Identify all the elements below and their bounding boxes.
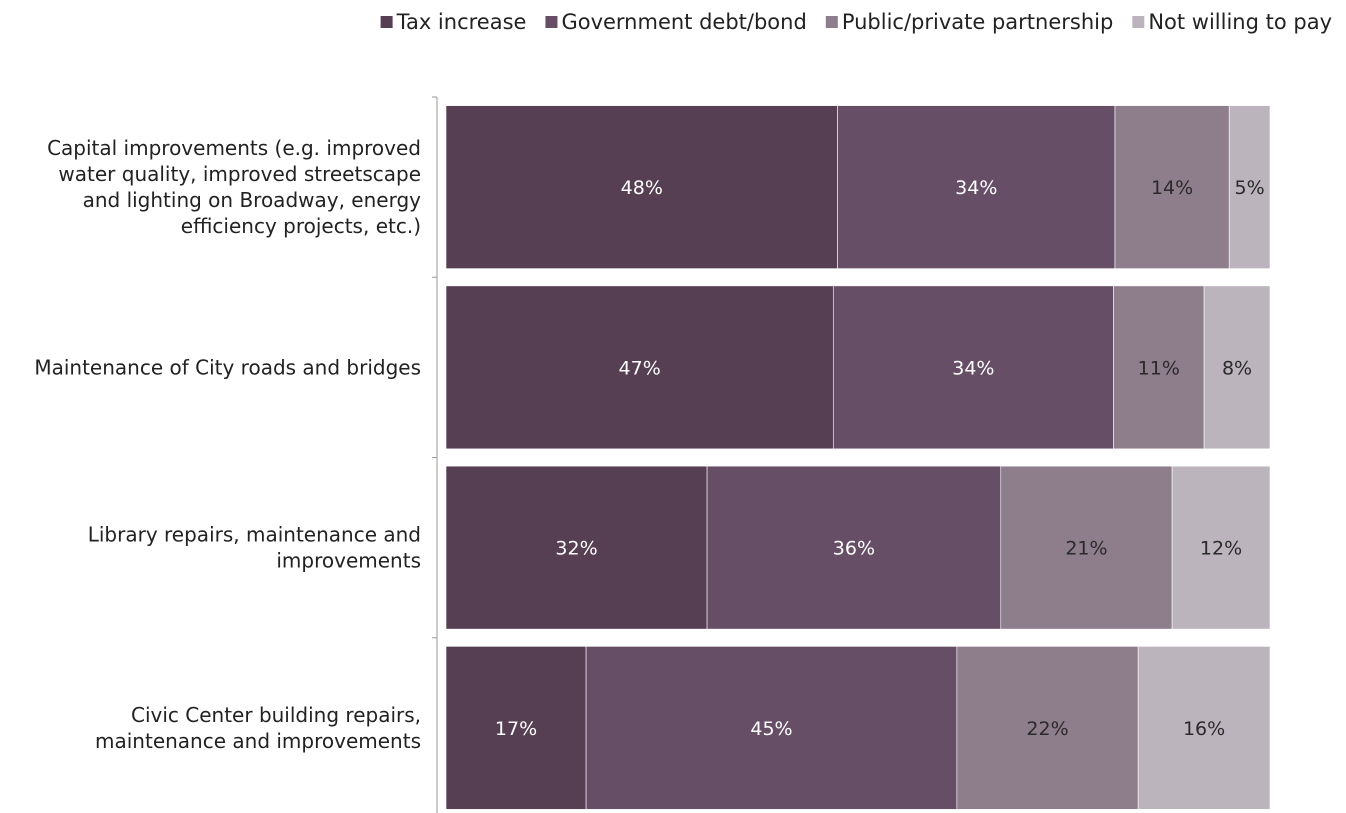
legend-label: Government debt/bond xyxy=(561,10,806,34)
data-label: 36% xyxy=(833,538,875,560)
data-label: 21% xyxy=(1065,538,1107,560)
bar-segment xyxy=(1113,285,1205,450)
data-label: 47% xyxy=(619,357,661,379)
bar-segment xyxy=(445,646,587,810)
legend-label: Not willing to pay xyxy=(1148,10,1332,34)
data-label: 11% xyxy=(1138,357,1180,379)
data-label: 32% xyxy=(555,538,597,560)
category-label: Civic Center building repairs, maintenanc… xyxy=(95,703,421,753)
bars: 48% 34% 14% 5% 47% 34% 11% 8% 32% 36% 21% 12% 17% 45%… xyxy=(445,105,1271,810)
data-label: 14% xyxy=(1151,177,1193,199)
data-label: 45% xyxy=(750,718,792,740)
data-label: 34% xyxy=(952,357,994,379)
bar-segment xyxy=(1114,105,1230,269)
bar-segment xyxy=(1137,646,1271,810)
bar-segment xyxy=(832,285,1114,450)
bar-segment xyxy=(445,105,838,269)
bar-segment xyxy=(1203,285,1271,450)
bar-segment xyxy=(1171,465,1271,630)
bar-segment xyxy=(445,285,834,450)
legend-label: Public/private partnership xyxy=(842,10,1114,34)
category-label: Maintenance of City roads and bridges xyxy=(34,355,421,379)
bar-segment xyxy=(706,465,1002,630)
data-label: 17% xyxy=(495,718,537,740)
bar-segment xyxy=(1228,105,1271,269)
legend-swatch xyxy=(545,16,558,28)
bar-segment xyxy=(585,646,958,810)
legend-swatch xyxy=(380,16,393,28)
bar-segment xyxy=(837,105,1116,269)
data-label: 48% xyxy=(621,177,663,199)
data-label: 12% xyxy=(1200,538,1242,560)
legend: Tax increase Government debt/bond Public/p… xyxy=(380,10,1332,34)
legend-swatch xyxy=(1132,16,1145,28)
category-labels: Capital improvements (e.g. improved water… xyxy=(34,136,421,753)
data-label: 8% xyxy=(1222,357,1252,379)
legend-label: Tax increase xyxy=(396,10,527,34)
data-label: 22% xyxy=(1026,718,1068,740)
bar-segment xyxy=(1000,465,1173,630)
category-label: Capital improvements (e.g. improved water… xyxy=(47,136,421,238)
category-label: Library repairs, maintenance and improvem… xyxy=(88,523,421,573)
bar-segment xyxy=(956,646,1139,810)
data-label: 16% xyxy=(1183,718,1225,740)
legend-swatch xyxy=(825,16,838,28)
category-axis xyxy=(432,96,438,813)
data-label: 5% xyxy=(1235,177,1265,199)
data-label: 34% xyxy=(955,177,997,199)
bar-segment xyxy=(445,465,708,630)
